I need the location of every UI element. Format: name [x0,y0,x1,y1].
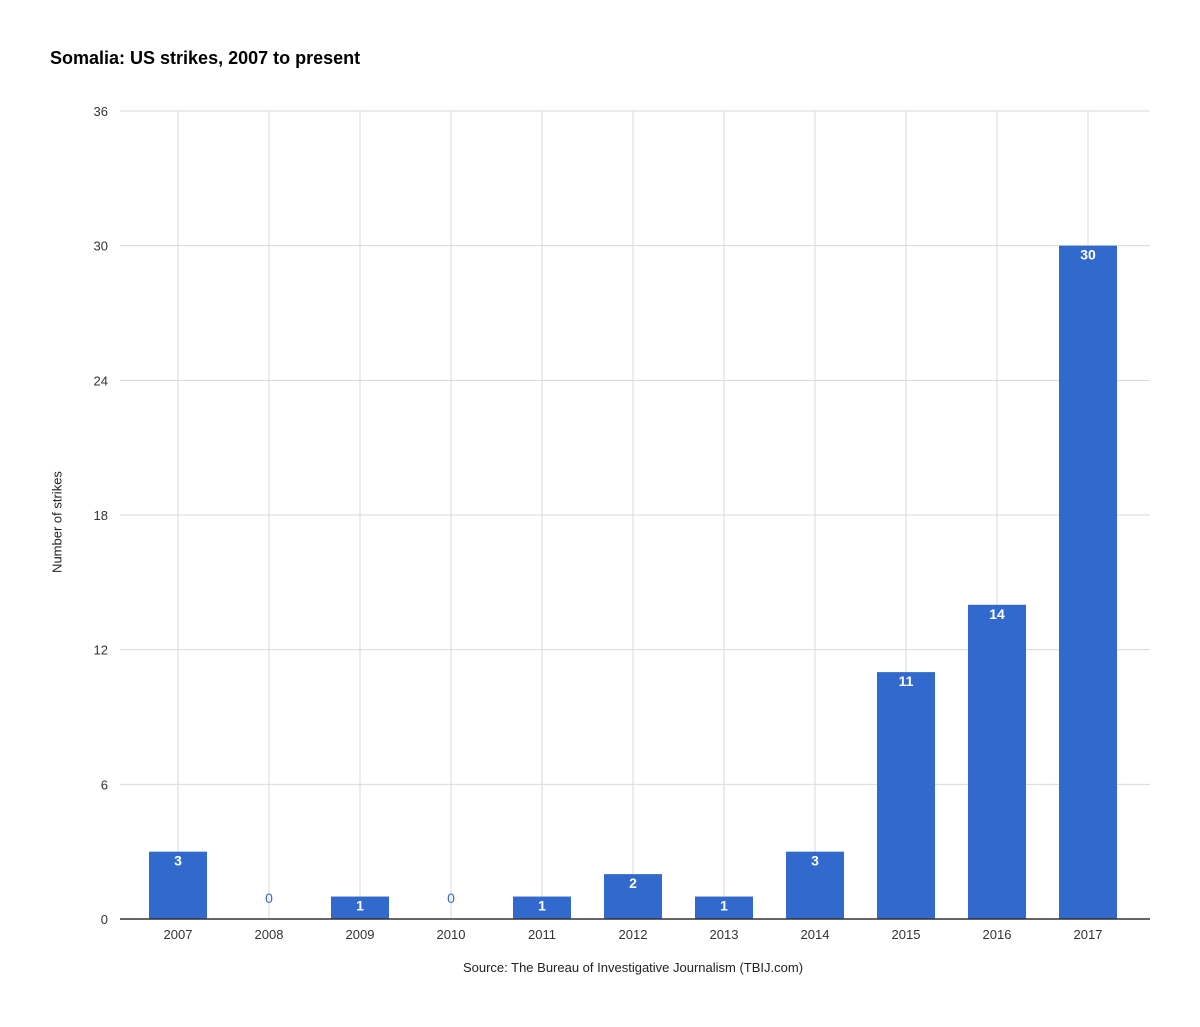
x-axis-label: Source: The Bureau of Investigative Jour… [462,960,804,975]
y-tick-label: 12 [94,643,108,658]
x-tick-label-2007: 2007 [164,927,193,942]
data-label-2007: 3 [174,853,182,869]
x-tick-label-2014: 2014 [801,927,830,942]
data-label-2017: 30 [1080,247,1096,263]
y-tick-label: 6 [101,777,108,792]
data-label-2011: 1 [538,898,546,914]
chart-title: Somalia: US strikes, 2007 to present [50,48,361,68]
bar-2014 [786,851,844,919]
data-label-2012: 2 [629,875,637,891]
x-tick-label-2012: 2012 [619,927,648,942]
data-label-2013: 1 [720,898,728,914]
bar-2016 [968,604,1026,919]
data-label-2015: 11 [899,673,914,689]
bar-2012 [604,874,662,919]
bar-2009 [331,896,389,919]
y-tick-label: 18 [94,508,108,523]
x-tick-label-2017: 2017 [1074,927,1103,942]
x-tick-label-2010: 2010 [437,927,466,942]
bar-2015 [877,672,935,919]
y-tick-label: 0 [101,912,108,927]
bar-2013 [695,896,753,919]
x-tick-label-2008: 2008 [255,927,284,942]
data-label-2016: 14 [989,606,1005,622]
y-tick-label: 30 [94,239,108,254]
data-label-2010: 0 [447,890,455,906]
y-tick-label: 36 [94,104,108,119]
data-label-2014: 3 [811,853,819,869]
x-tick-label-2009: 2009 [346,927,375,942]
data-label-2008: 0 [265,890,273,906]
x-tick-label-2013: 2013 [710,927,739,942]
data-label-2009: 1 [356,898,364,914]
y-tick-label: 24 [94,373,108,388]
x-tick-label-2016: 2016 [983,927,1012,942]
bar-2017 [1059,245,1117,919]
bar-2007 [149,851,207,919]
x-tick-label-2015: 2015 [892,927,921,942]
x-tick-label-2011: 2011 [528,927,556,942]
bar-2011 [513,896,571,919]
